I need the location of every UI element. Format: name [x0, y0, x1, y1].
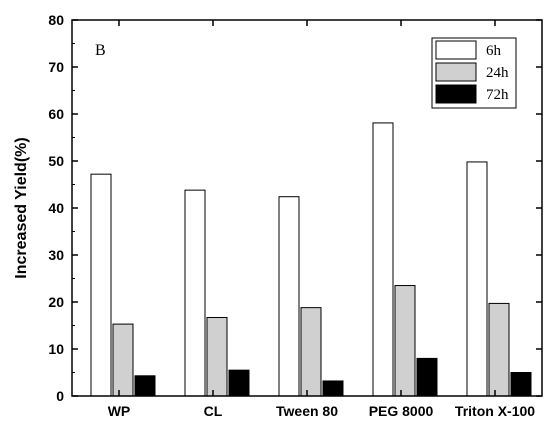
y-tick-label: 70: [48, 59, 64, 75]
legend-label-24h: 24h: [486, 65, 509, 81]
bar-6h-wp: [90, 173, 112, 397]
bar-6h-triton-x-100: [466, 161, 488, 397]
bar-72h-wp: [134, 375, 156, 397]
panel-label: B: [95, 42, 106, 59]
bar-6h-peg-8000: [372, 122, 394, 397]
x-tick-label: WP: [108, 403, 131, 419]
x-tick-label: CL: [204, 403, 223, 419]
bar-24h-wp: [112, 323, 134, 397]
y-tick-label: 0: [56, 388, 64, 404]
y-axis-label: Increased Yield(%): [13, 137, 30, 278]
x-axis: WP CL Tween 80 PEG 8000 Triton X-100: [108, 20, 535, 419]
y-tick-label: 80: [48, 12, 64, 28]
bar-72h-triton-x-100: [510, 372, 532, 397]
y-tick-label: 40: [48, 200, 64, 216]
x-tick-label: Tween 80: [276, 403, 338, 419]
bar-72h-cl: [228, 369, 250, 397]
y-axis: 0 10 20 30 40 50 60 70 80: [48, 12, 542, 404]
y-tick-label: 30: [48, 247, 64, 263]
bar-6h-cl: [184, 189, 206, 397]
bar-24h-triton-x-100: [488, 302, 510, 397]
legend-label-72h: 72h: [486, 87, 509, 103]
legend-swatch-24h: [435, 62, 477, 82]
bars-group: [90, 122, 532, 397]
bar-24h-tween-80: [300, 307, 322, 397]
legend-swatch-72h: [435, 84, 477, 104]
x-tick-label: Triton X-100: [455, 403, 535, 419]
bar-72h-peg-8000: [416, 357, 438, 397]
bar-24h-peg-8000: [394, 285, 416, 397]
bar-6h-tween-80: [278, 196, 300, 397]
legend: 6h 24h 72h: [431, 37, 517, 109]
y-tick-label: 10: [48, 341, 64, 357]
x-tick-label: PEG 8000: [369, 403, 434, 419]
legend-swatch-6h: [435, 40, 477, 60]
bar-72h-tween-80: [322, 380, 344, 397]
y-tick-label: 60: [48, 106, 64, 122]
legend-label-6h: 6h: [486, 43, 502, 59]
bar-24h-cl: [206, 317, 228, 397]
y-tick-label: 20: [48, 294, 64, 310]
y-tick-label: 50: [48, 153, 64, 169]
